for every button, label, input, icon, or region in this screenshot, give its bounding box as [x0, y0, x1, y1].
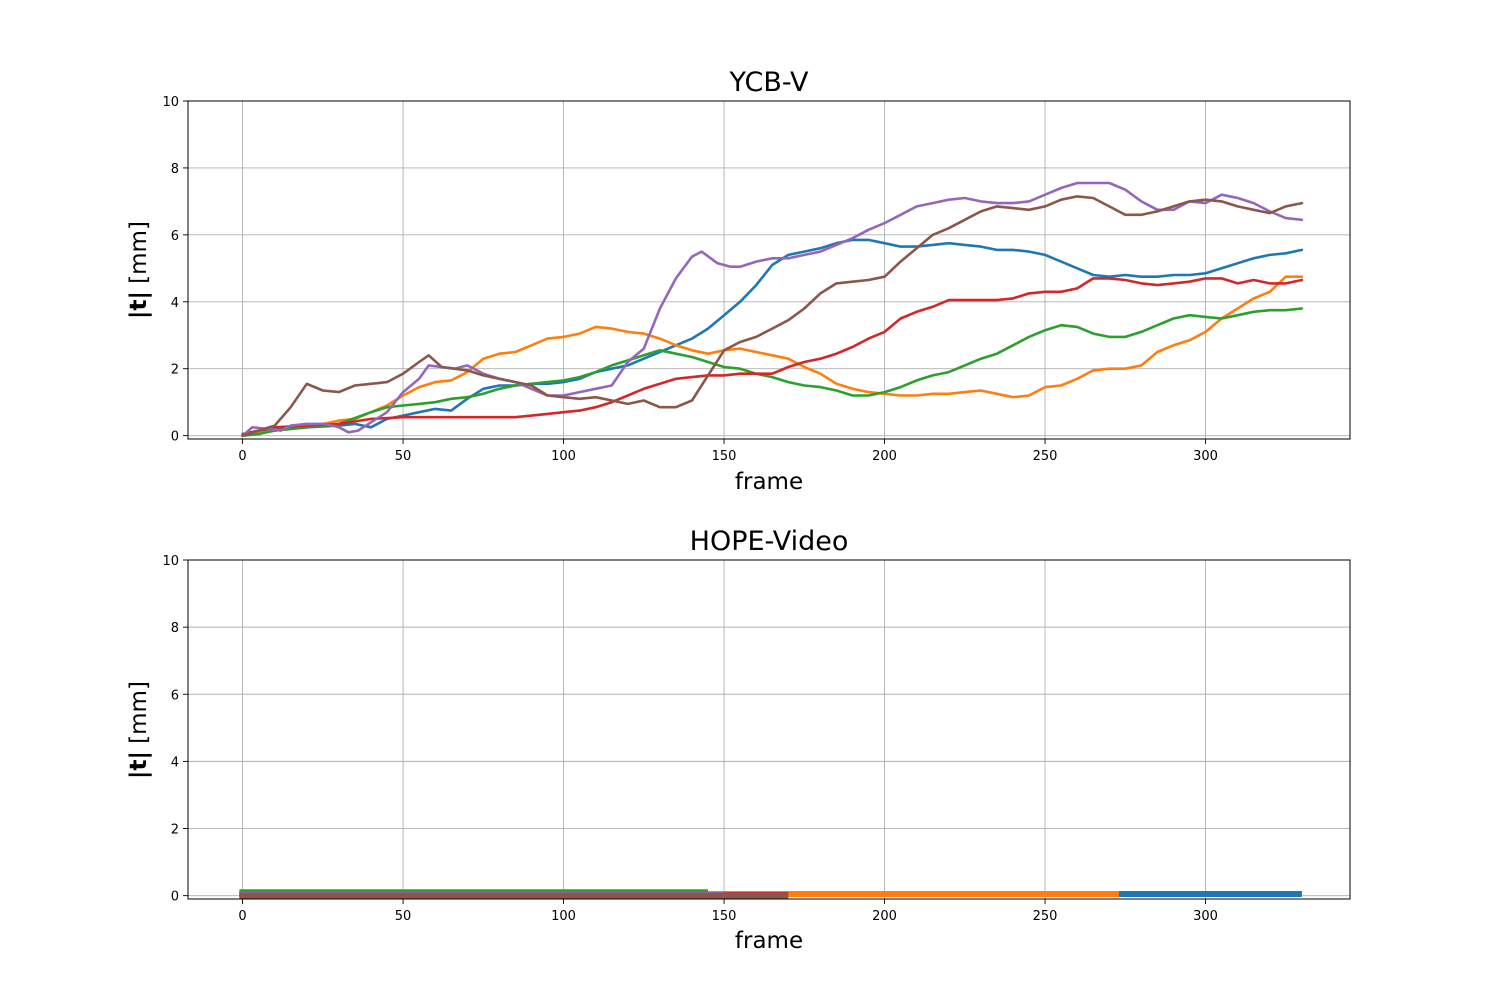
x-tick-label: 150 — [712, 449, 737, 464]
series-line-1 — [241, 238, 1304, 436]
x-tick-label: 100 — [551, 449, 576, 464]
x-tick-label: 0 — [238, 909, 246, 924]
y-axis-label: |t| [mm] — [126, 221, 152, 319]
series-line-4 — [241, 277, 1304, 436]
x-tick-label: 250 — [1033, 449, 1058, 464]
x-tick-label: 300 — [1193, 909, 1218, 924]
y-tick-label: 8 — [171, 162, 179, 177]
y-tick-label: 10 — [162, 95, 179, 110]
x-tick-label: 50 — [395, 449, 412, 464]
y-tick-label: 2 — [171, 823, 179, 838]
series-line-2 — [241, 275, 1304, 437]
x-axis-label: frame — [735, 469, 803, 495]
x-tick-label: 200 — [872, 449, 897, 464]
series-group — [239, 889, 1302, 899]
y-tick-label: 10 — [162, 554, 179, 569]
chart-ycbv: YCB-V frame |t| [mm] 0 50 100 150 200 250 3000… — [126, 67, 1351, 495]
y-tick-label: 4 — [171, 755, 179, 770]
x-tick-label: 0 — [238, 449, 246, 464]
y-tick-label: 8 — [171, 621, 179, 636]
x-tick-label: 200 — [872, 909, 897, 924]
x-tick-label: 100 — [551, 909, 576, 924]
grid — [188, 559, 1350, 899]
y-tick-label: 0 — [171, 430, 179, 445]
y-tick-label: 6 — [171, 229, 179, 244]
x-tick-label: 300 — [1193, 449, 1218, 464]
plot-frame — [187, 100, 1351, 440]
series-line-3 — [241, 307, 1304, 437]
y-axis-label: |t| [mm] — [126, 681, 152, 779]
y-tick-label: 2 — [171, 363, 179, 378]
x-tick-label: 150 — [712, 909, 737, 924]
series-line-5 — [241, 181, 1304, 437]
chart-hope-video: HOPE-Video frame |t| [mm] 0 50 100 150 200 25… — [126, 526, 1351, 954]
chart-title: YCB-V — [728, 67, 809, 98]
series-line-6 — [241, 195, 1304, 437]
ticks: 0 50 100 150 200 250 300 0 2 4 6 8 10 — [162, 554, 1218, 924]
plot-frame — [187, 559, 1351, 900]
ticks: 0 50 100 150 200 250 300 0 2 4 6 8 10 — [162, 95, 1218, 464]
y-tick-label: 4 — [171, 296, 179, 311]
x-axis-label: frame — [735, 928, 803, 954]
x-tick-label: 250 — [1033, 909, 1058, 924]
x-tick-label: 50 — [395, 909, 412, 924]
y-tick-label: 0 — [171, 890, 179, 905]
y-tick-label: 6 — [171, 688, 179, 703]
series-group — [241, 181, 1304, 437]
chart-title: HOPE-Video — [690, 526, 849, 557]
